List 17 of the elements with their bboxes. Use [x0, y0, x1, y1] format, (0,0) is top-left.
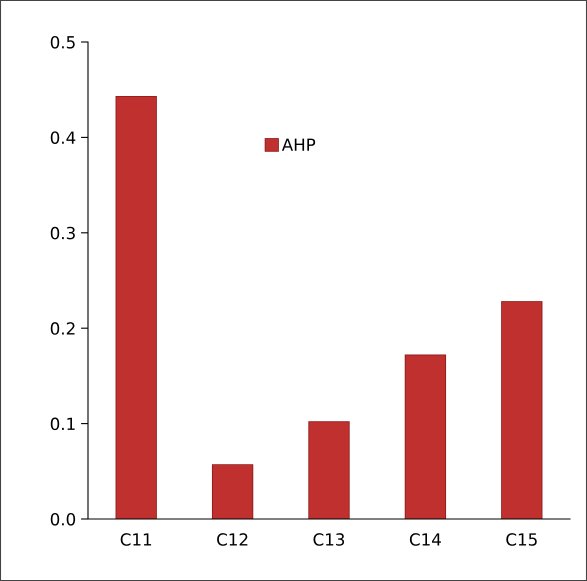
x-tick-label: C14: [410, 533, 441, 546]
y-tick-label: 0.2: [50, 322, 75, 335]
y-tick-label: 0.3: [50, 226, 75, 240]
bar: [212, 464, 254, 519]
y-tick-label: 0.5: [50, 36, 75, 49]
x-tick-label: C13: [314, 533, 344, 546]
y-tick-label: 0.4: [50, 131, 76, 144]
x-tick-label: C12: [217, 533, 248, 546]
x-tick-label: C11: [120, 533, 152, 546]
bar: [404, 354, 446, 519]
y-tick-label: 0.0: [50, 512, 76, 526]
y-tick-label: 0.1: [50, 418, 75, 430]
bar: [116, 96, 157, 519]
x-tick-label: C15: [506, 533, 537, 546]
bar: [501, 301, 542, 519]
legend-label: AHP: [282, 138, 316, 151]
bar: [308, 421, 350, 519]
